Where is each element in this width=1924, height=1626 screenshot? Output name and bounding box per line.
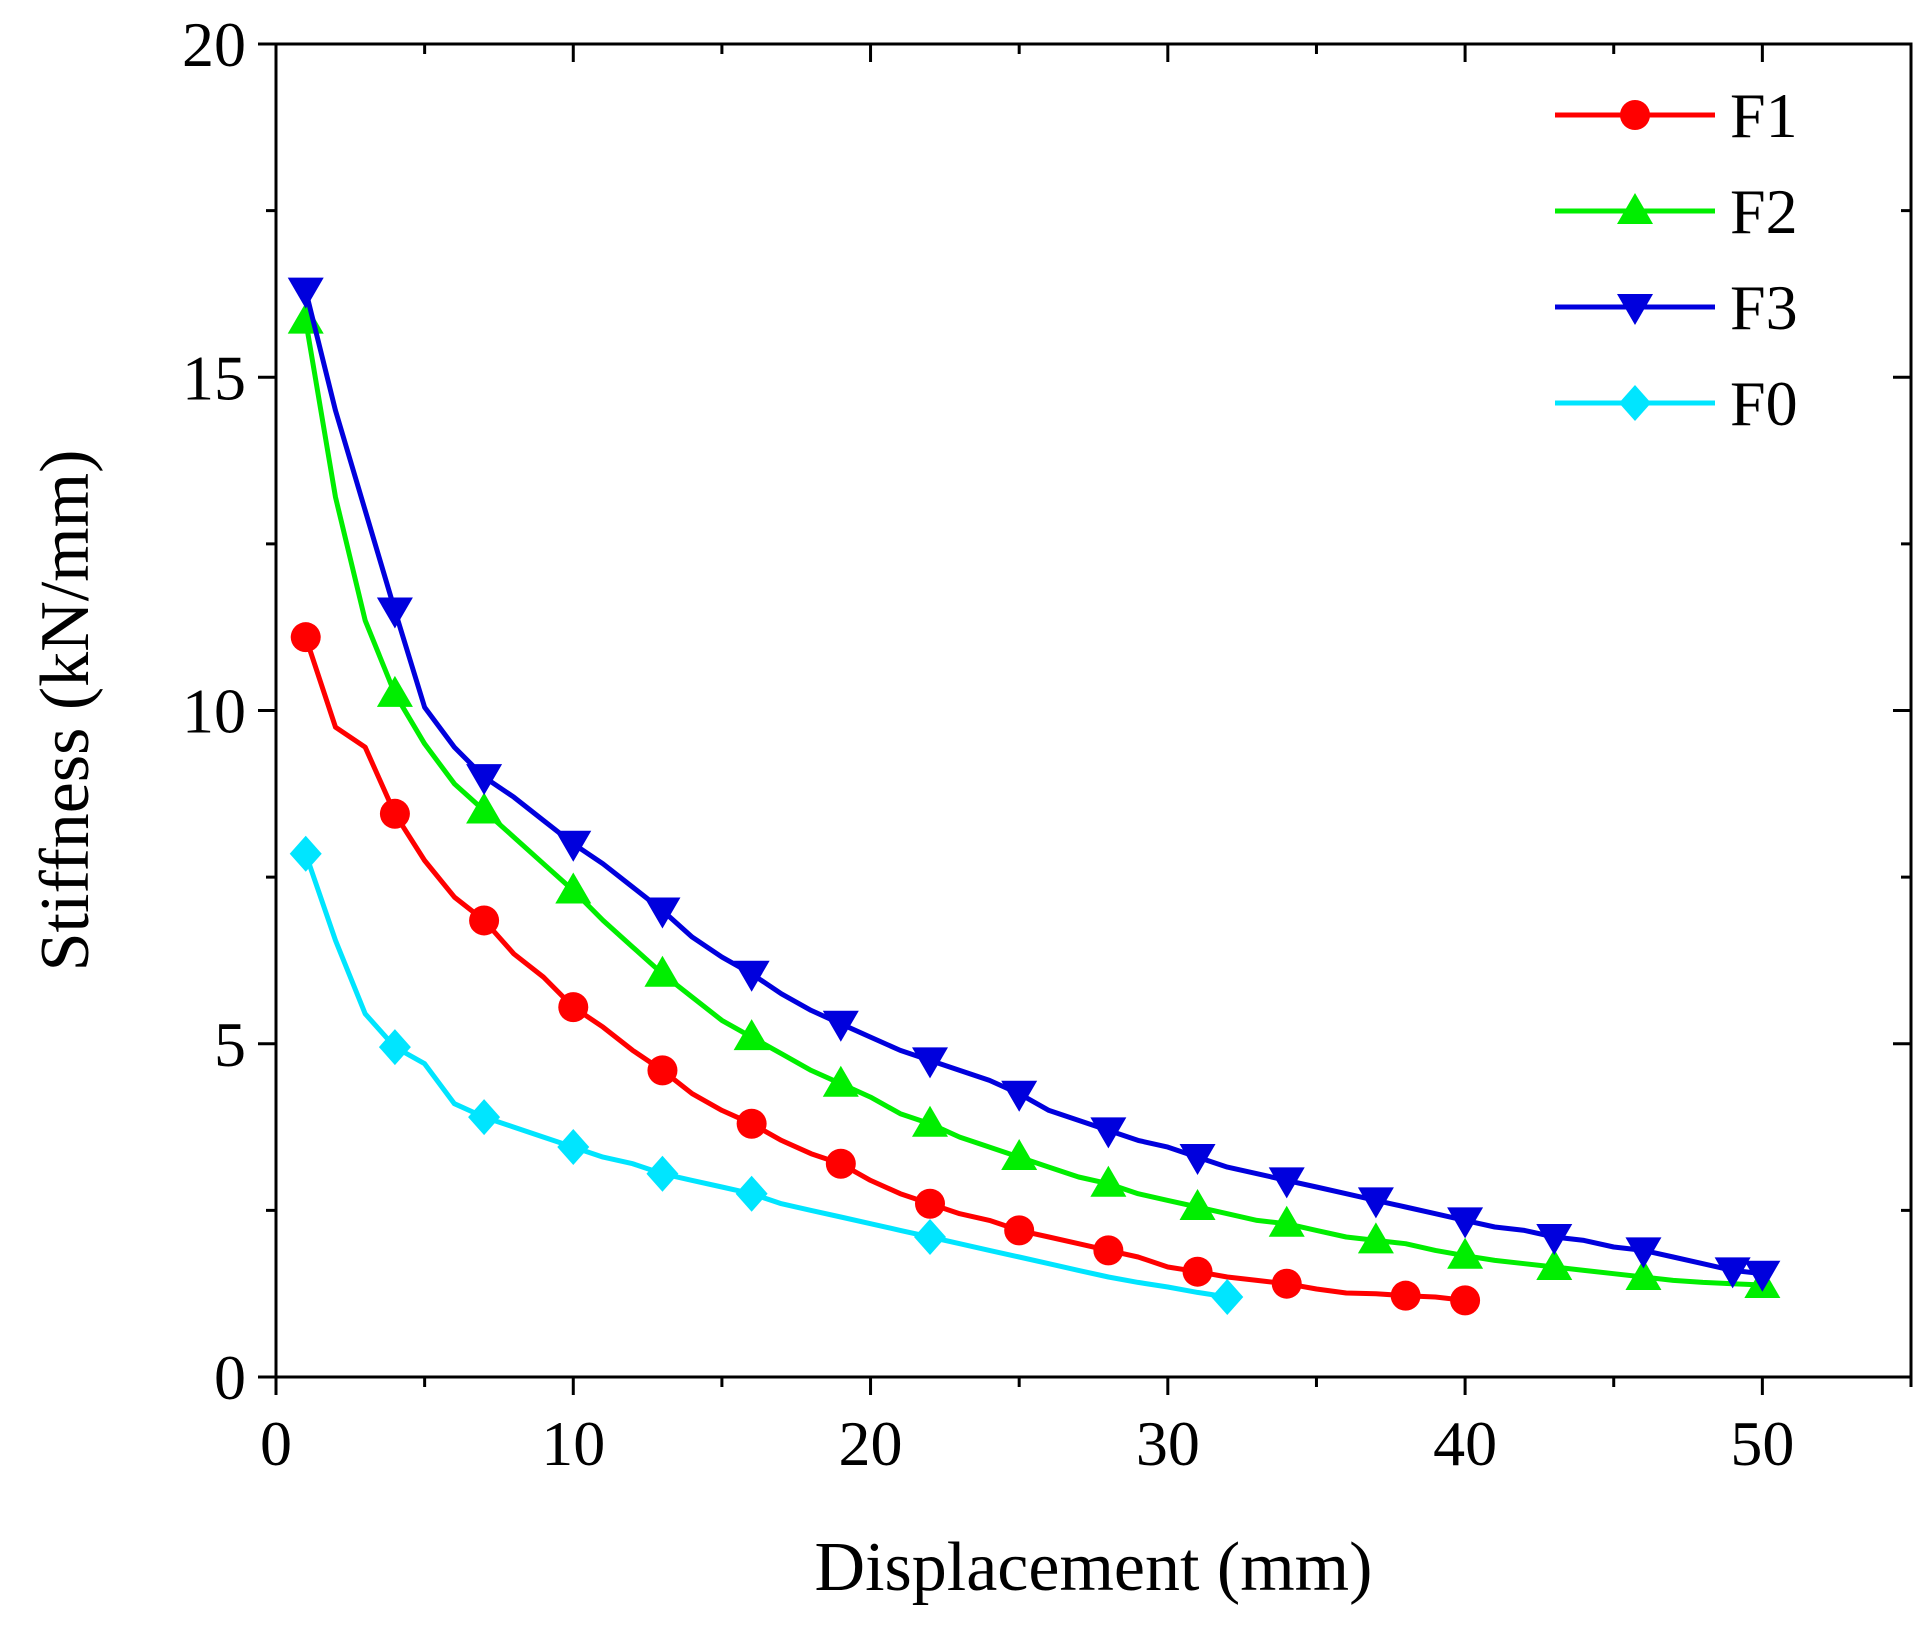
series-layer	[287, 277, 1781, 1316]
x-tick-label: 10	[541, 1408, 605, 1479]
series-f2	[287, 302, 1781, 1299]
legend-item-f0: F0	[1555, 368, 1798, 439]
data-point-f3	[733, 960, 770, 992]
series-line-f0	[303, 852, 1228, 1300]
data-point-f0	[914, 1219, 946, 1256]
data-point-f3	[466, 764, 503, 796]
legend-item-f3: F3	[1555, 272, 1798, 343]
y-tick-label: 15	[182, 342, 246, 413]
data-point-f0	[468, 1099, 501, 1136]
legend-label: F0	[1730, 368, 1798, 439]
data-point-f3	[1001, 1080, 1038, 1112]
data-point-f1	[1093, 1235, 1124, 1266]
y-tick-label: 0	[214, 1342, 246, 1413]
data-point-f2	[376, 675, 413, 707]
data-point-f1	[1390, 1280, 1421, 1311]
data-point-f2	[1090, 1165, 1127, 1197]
data-point-f1	[736, 1108, 767, 1139]
legend-marker	[1617, 193, 1653, 224]
data-point-f1	[469, 905, 500, 936]
y-axis-title: Stiffness (kN/mm)	[27, 450, 104, 972]
data-point-f3	[1536, 1224, 1573, 1256]
x-tick-label: 0	[260, 1408, 292, 1479]
data-point-f2	[1357, 1222, 1394, 1254]
data-point-f1	[647, 1055, 678, 1086]
data-point-f3	[912, 1047, 948, 1079]
data-point-f2	[733, 1019, 770, 1051]
x-tick-label: 30	[1136, 1408, 1200, 1479]
series-f3	[287, 277, 1781, 1292]
data-point-f3	[376, 597, 413, 629]
y-tick-label: 5	[214, 1009, 246, 1080]
data-point-f3	[1744, 1260, 1781, 1292]
data-point-f2	[555, 872, 592, 904]
data-point-f3	[1357, 1187, 1394, 1219]
data-point-f3	[1625, 1237, 1662, 1269]
data-point-f0	[1211, 1279, 1244, 1316]
data-point-f2	[912, 1105, 948, 1137]
series-f0	[289, 835, 1244, 1316]
data-point-f1	[290, 622, 321, 653]
data-point-f0	[735, 1175, 768, 1212]
data-point-f1	[379, 798, 410, 829]
data-point-f2	[1536, 1249, 1573, 1281]
legend-item-f1: F1	[1555, 80, 1798, 151]
data-point-f3	[555, 830, 592, 862]
axis-ticks	[258, 42, 1913, 1395]
data-point-f2	[1625, 1259, 1662, 1291]
data-point-f2	[1001, 1139, 1038, 1171]
data-point-f2	[1447, 1237, 1484, 1269]
data-point-f3	[1090, 1117, 1127, 1149]
y-tick-label: 20	[182, 9, 246, 80]
data-point-f3	[1714, 1257, 1751, 1289]
data-point-f2	[1179, 1189, 1216, 1221]
series-line-f3	[303, 289, 1763, 1277]
data-point-f2	[644, 955, 681, 987]
data-point-f1	[1450, 1285, 1481, 1316]
legend-marker	[1620, 100, 1650, 130]
data-point-f2	[822, 1065, 859, 1097]
data-point-f3	[644, 897, 681, 929]
data-point-f2	[466, 792, 503, 824]
data-point-f3	[1179, 1144, 1216, 1176]
data-point-f1	[558, 992, 589, 1023]
legend-item-f2: F2	[1555, 176, 1798, 247]
data-point-f3	[1268, 1167, 1305, 1199]
legend-marker	[1619, 385, 1651, 421]
series-line-f2	[303, 320, 1763, 1288]
data-point-f1	[1271, 1268, 1302, 1299]
data-point-f1	[1004, 1215, 1035, 1246]
x-tick-label: 20	[839, 1408, 903, 1479]
data-point-f3	[287, 277, 324, 309]
y-tick-label: 10	[182, 676, 246, 747]
legend: F1 F2 F3 F0	[1555, 80, 1798, 439]
data-point-f2	[1268, 1205, 1305, 1237]
series-f1	[290, 622, 1481, 1316]
data-point-f3	[1447, 1207, 1484, 1239]
data-point-f0	[289, 835, 322, 872]
data-point-f1	[915, 1188, 945, 1219]
axis-tick-labels: 0 10 20 30 40 50 0 5 10 15 20	[182, 9, 1794, 1479]
data-point-f1	[825, 1148, 856, 1179]
x-tick-label: 40	[1433, 1408, 1497, 1479]
data-point-f3	[822, 1010, 859, 1042]
legend-marker	[1617, 294, 1653, 325]
data-point-f0	[646, 1155, 679, 1192]
data-point-f1	[1182, 1256, 1213, 1287]
data-point-f0	[378, 1029, 411, 1066]
legend-label: F1	[1730, 80, 1798, 151]
legend-label: F3	[1730, 272, 1798, 343]
data-point-f0	[557, 1129, 590, 1166]
x-axis-title: Displacement (mm)	[815, 1529, 1373, 1606]
legend-label: F2	[1730, 176, 1798, 247]
x-tick-label: 50	[1730, 1408, 1794, 1479]
